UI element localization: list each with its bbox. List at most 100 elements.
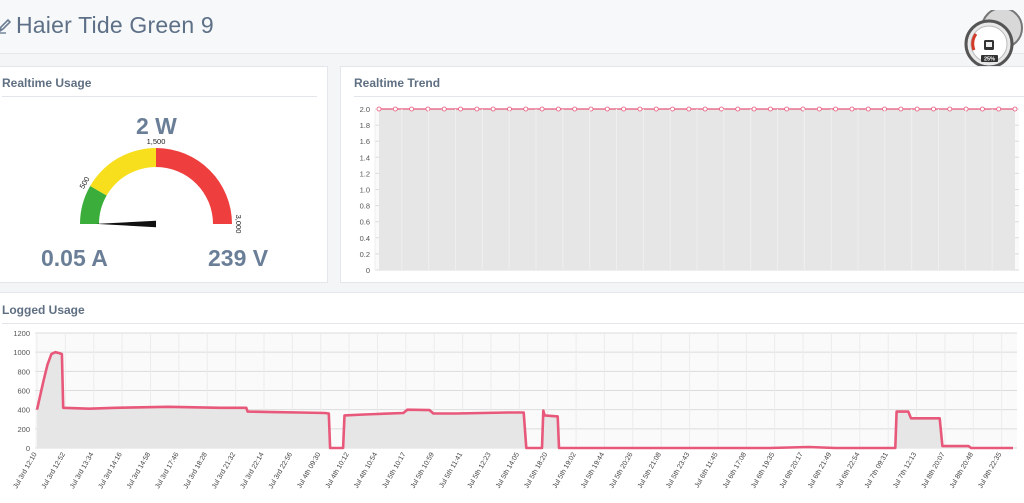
realtime-usage-title: Realtime Usage (2, 76, 92, 90)
panel-divider (2, 96, 317, 97)
y-tick-label: 1.6 (360, 137, 370, 146)
x-tick-label: Jul 8th 20:07 (921, 451, 947, 489)
gauge-tick-label: 1,500 (147, 137, 166, 146)
y-tick-label: 0.8 (360, 202, 370, 211)
y-tick-label: 0.6 (360, 218, 370, 227)
gauge-band-0 (80, 186, 107, 224)
trend-point (474, 106, 480, 112)
trend-point (376, 106, 382, 112)
y-tick-label: 1.2 (360, 169, 370, 178)
x-tick-label: Jul 5th 19:02 (552, 451, 578, 489)
x-tick-label: Jul 5th 12:23 (467, 451, 493, 489)
gauge-band-1 (90, 148, 156, 196)
y-tick-label: 0 (26, 444, 30, 453)
x-tick-label: Jul 5th 21:08 (637, 451, 663, 489)
trend-point (931, 106, 936, 112)
y-tick-label: 1200 (13, 329, 30, 338)
trend-point (1012, 106, 1018, 112)
x-tick-label: Jul 7th 09:31 (864, 451, 890, 489)
gauge-needle (96, 220, 157, 228)
x-tick-label: Jul 6th 11:45 (694, 451, 720, 489)
trend-point (637, 106, 643, 112)
gauge-tick-label: 3,000 (234, 215, 243, 234)
trend-point (604, 106, 610, 112)
x-tick-label: Jul 3rd 12:10 (12, 451, 38, 490)
y-tick-label: 2.0 (360, 105, 370, 114)
trend-point (816, 106, 822, 112)
x-tick-label: Jul 7th 12:13 (892, 451, 918, 489)
trend-point (865, 106, 871, 112)
x-tick-label: Jul 3rd 17:46 (154, 451, 180, 490)
panel-divider (2, 323, 1024, 324)
trend-point (670, 106, 675, 112)
x-tick-label: Jul 5th 10:59 (410, 451, 436, 489)
x-tick-label: Jul 5th 18:20 (523, 451, 549, 489)
voltage-readout: 239 V (208, 245, 269, 271)
trend-point (979, 106, 985, 112)
x-tick-label: Jul 3rd 14:58 (126, 451, 152, 490)
x-tick-label: Jul 5th 19:44 (580, 451, 606, 489)
trend-point (458, 106, 463, 112)
x-tick-label: Jul 3rd 21:32 (211, 451, 237, 490)
page-title: Haier Tide Green 9 (16, 12, 214, 38)
trend-point (686, 106, 692, 112)
trend-point (719, 106, 724, 112)
trend-point (621, 106, 627, 112)
current-readout: 0.05 A (41, 245, 108, 271)
x-tick-label: Jul 6th 20:17 (779, 451, 805, 489)
trend-point (735, 106, 741, 112)
logo-badge: 25% (984, 57, 995, 63)
x-tick-label: Jul 4th 10:54 (353, 451, 379, 489)
trend-point (963, 106, 969, 112)
x-tick-label: Jul 6th 22:54 (835, 451, 861, 489)
x-tick-label: Jul 6th 21:49 (807, 451, 833, 489)
power-readout: 2 W (136, 113, 177, 139)
page-header: Haier Tide Green 9 25% (0, 0, 1024, 68)
x-tick-label: Jul 4th 10:12 (325, 451, 351, 489)
gauge-band-2 (156, 148, 232, 224)
x-tick-label: Jul 3rd 22:14 (239, 451, 265, 490)
trend-point (392, 106, 398, 112)
y-tick-label: 200 (17, 425, 30, 434)
edit-pencil-icon[interactable] (0, 16, 12, 34)
trend-point (572, 106, 578, 112)
trend-point (702, 106, 708, 112)
realtime-trend-panel: Realtime Trend 0 0.2 0.4 0.6 0.8 1.0 1.2 1.4 1.6… (340, 66, 1024, 283)
y-tick-label: 0 (366, 266, 370, 275)
trend-point (898, 106, 904, 112)
trend-point (490, 106, 496, 112)
gauge-bands (80, 148, 232, 224)
trend-point (441, 106, 447, 112)
x-tick-label: Jul 3rd 12:52 (41, 451, 67, 490)
trend-point (784, 106, 790, 112)
x-tick-label: Jul 6th 17:08 (722, 451, 748, 489)
logged-line (35, 350, 1013, 450)
realtime-usage-panel: Realtime Usage 2 W 500 1,500 3,000 0.05 A … (0, 66, 328, 283)
logged-area (37, 352, 1013, 448)
x-tick-label: Jul 3rd 22:56 (268, 451, 294, 490)
trend-point (751, 106, 757, 112)
x-tick-label: Jul 3rd 18:28 (183, 451, 209, 490)
x-tick-label: Jul 5th 14:05 (495, 451, 521, 489)
y-tick-label: 800 (17, 367, 30, 376)
trend-point (425, 106, 431, 112)
y-tick-label: 400 (17, 406, 30, 415)
y-tick-label: 1.4 (360, 153, 370, 162)
trend-point (409, 106, 415, 112)
speedometer-logo-icon[interactable]: 25% (962, 10, 1024, 68)
y-tick-label: 0.2 (360, 250, 370, 259)
trend-point (555, 106, 561, 112)
y-tick-label: 1.8 (360, 121, 370, 130)
y-tick-label: 1000 (13, 348, 30, 357)
trend-point (914, 106, 920, 112)
trend-point (523, 106, 529, 112)
x-tick-label: Jul 9th 22:35 (977, 451, 1003, 489)
y-tick-label: 0.4 (360, 234, 370, 243)
trend-point (996, 106, 1002, 112)
x-tick-label: Jul 6th 19:35 (750, 451, 776, 489)
realtime-trend-title: Realtime Trend (354, 76, 441, 90)
x-tick-label: Jul 5th 10:17 (381, 451, 407, 489)
